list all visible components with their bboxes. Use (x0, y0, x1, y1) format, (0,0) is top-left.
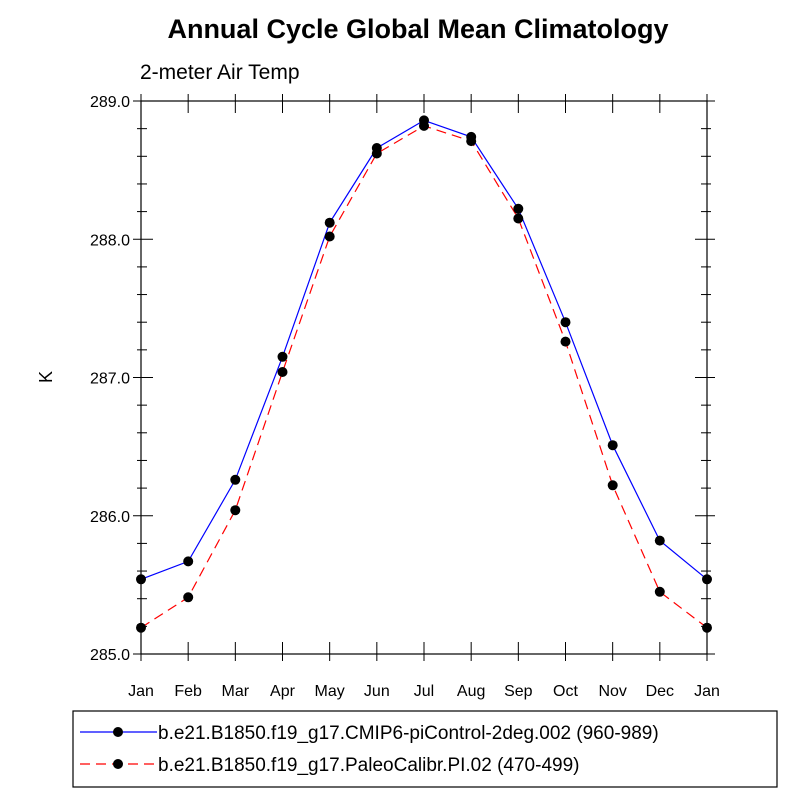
data-point-series-1 (230, 474, 241, 485)
y-axis-label: K (36, 371, 56, 383)
y-tick-label: 287.0 (90, 371, 130, 388)
series-line-2 (140, 125, 708, 629)
y-tick-label: 288.0 (90, 232, 130, 249)
series-line-1 (140, 119, 708, 580)
x-tick-label: Feb (174, 683, 202, 700)
x-tick-label: Nov (598, 683, 626, 700)
axis-ticks (133, 94, 715, 661)
x-tick-label: Jan (128, 683, 154, 700)
x-tick-label: Jun (364, 683, 390, 700)
data-point-series-1 (513, 203, 524, 214)
x-tick-label: Aug (457, 683, 485, 700)
chart-subtitle: 2-meter Air Temp (140, 61, 300, 84)
data-point-series-2 (277, 367, 288, 377)
data-point-series-2 (466, 136, 477, 147)
series-layer (136, 115, 712, 633)
legend-label-series-2: b.e21.B1850.f19_g17.PaleoCalibr.PI.02 (4… (158, 755, 579, 776)
data-point-series-1 (560, 317, 571, 328)
x-tick-label: Jul (414, 683, 434, 700)
y-tick-label: 286.0 (90, 509, 130, 526)
plot-frame (140, 100, 708, 655)
y-tick-label: 289.0 (90, 94, 130, 111)
x-tick-label: Jan (694, 683, 720, 700)
data-point-series-2 (324, 231, 335, 242)
data-point-series-2 (371, 148, 382, 159)
data-point-series-2 (513, 213, 524, 224)
x-tick-label: Mar (222, 683, 250, 700)
legend-marker-series-2 (113, 759, 123, 769)
legend-box (72, 710, 778, 788)
x-tick-labels: Jan Feb Mar Apr May Jun Jul Aug Sep Oct Nov Dec Jan (128, 683, 720, 700)
x-tick-label: Oct (553, 683, 578, 700)
data-point-series-2 (560, 336, 571, 347)
legend: b.e21.B1850.f19_g17.CMIP6-piControl-2deg… (72, 710, 778, 788)
x-tick-label: Sep (504, 683, 533, 700)
data-point-series-1 (324, 217, 335, 228)
y-tick-label: 285.0 (90, 647, 130, 664)
data-point-series-1 (277, 351, 288, 362)
data-point-series-2 (419, 120, 429, 131)
chart-title: Annual Cycle Global Mean Climatology (167, 14, 668, 44)
data-point-series-2 (654, 586, 665, 597)
legend-label-series-1: b.e21.B1850.f19_g17.CMIP6-piControl-2deg… (158, 723, 659, 744)
data-point-series-1 (654, 535, 665, 546)
data-point-series-2 (230, 505, 241, 516)
x-tick-label: May (315, 683, 345, 700)
x-tick-label: Apr (270, 683, 296, 700)
data-point-series-2 (183, 592, 194, 603)
y-tick-labels: 285.0 286.0 287.0 288.0 289.0 (90, 94, 130, 664)
x-tick-label: Dec (646, 683, 674, 700)
legend-marker-series-1 (113, 727, 123, 737)
data-point-series-1 (607, 440, 618, 451)
data-point-series-1 (183, 556, 194, 567)
data-point-series-2 (607, 480, 618, 491)
